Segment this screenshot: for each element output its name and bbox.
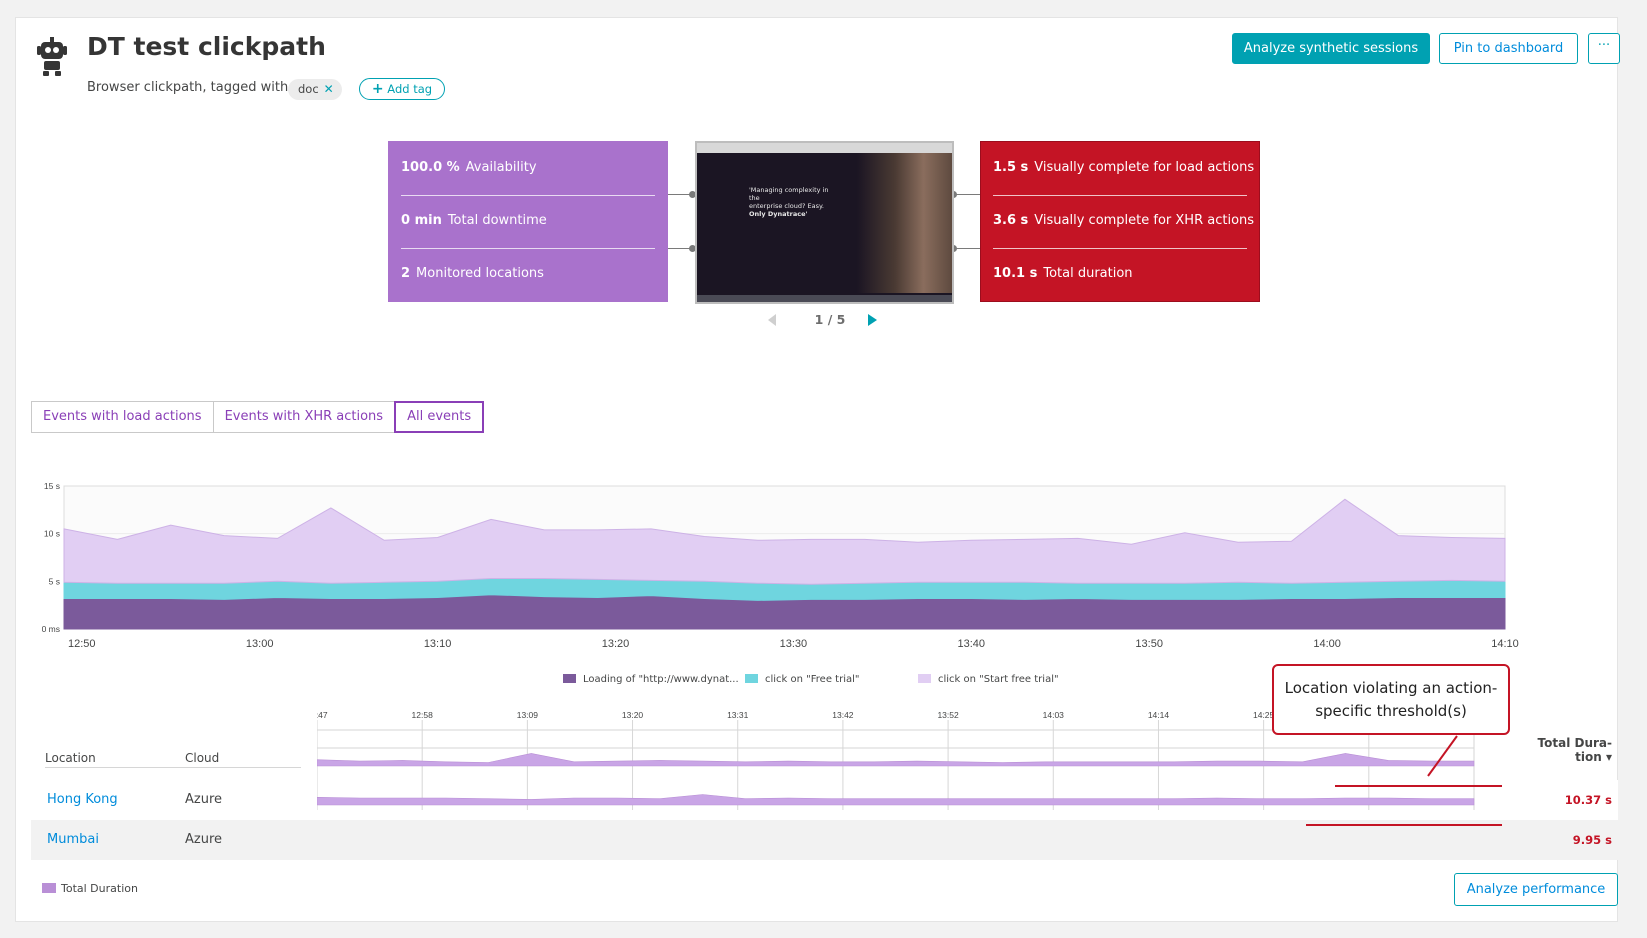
table-row[interactable]: Mumbai Azure 9.95 s	[31, 820, 1618, 860]
cloud-value: Azure	[185, 792, 223, 807]
analyze-performance-button[interactable]: Analyze performance	[1454, 873, 1618, 906]
analyze-synthetic-sessions-button[interactable]: Analyze synthetic sessions	[1232, 33, 1430, 64]
tag-doc[interactable]: doc ✕	[288, 79, 342, 100]
plus-icon: +	[371, 81, 384, 97]
y-tick-label: 0 ms	[42, 624, 60, 634]
screenshot-image	[857, 153, 952, 293]
page-title: DT test clickpath	[87, 32, 326, 61]
area-swatch-icon	[918, 674, 931, 683]
next-arrow-icon[interactable]	[868, 314, 877, 326]
legend-item-start-free-trial[interactable]: click on "Start free trial"	[918, 674, 1059, 685]
pin-to-dashboard-button[interactable]: Pin to dashboard	[1439, 33, 1578, 64]
pager-count: 1 / 5	[814, 312, 846, 327]
location-link[interactable]: Mumbai	[47, 832, 99, 847]
area-swatch-icon	[563, 674, 576, 683]
visually-complete-load-row: 1.5 s Visually complete for load actions	[993, 160, 1255, 175]
total-duration-value: 10.37 s	[1564, 793, 1612, 807]
tag-label: doc	[298, 82, 319, 96]
x-tick-label: 13:00	[246, 638, 274, 650]
x-tick-label: 14:00	[1313, 638, 1341, 650]
tab-all-events[interactable]: All events	[394, 401, 485, 433]
total-duration-legend[interactable]: Total Duration	[42, 882, 138, 895]
timeline-tick-label: 13:09	[517, 710, 539, 720]
location-link[interactable]: Hong Kong	[47, 792, 118, 807]
y-tick-label: 5 s	[49, 576, 60, 586]
area-swatch-icon	[745, 674, 758, 683]
tab-xhr-actions[interactable]: Events with XHR actions	[212, 401, 396, 433]
robot-icon	[37, 37, 67, 76]
remove-tag-icon[interactable]: ✕	[323, 82, 334, 96]
col-cloud[interactable]: Cloud	[185, 751, 220, 765]
timeline-tick-label: 14:14	[1148, 710, 1170, 720]
availability-row: 100.0 % Availability	[401, 160, 537, 175]
more-options-button[interactable]: ···	[1588, 33, 1620, 64]
monitored-locations-row: 2 Monitored locations	[401, 266, 544, 281]
x-tick-label: 13:30	[780, 638, 808, 650]
location-sparkline	[317, 753, 1475, 767]
screenshot-pager: 1 / 5	[760, 312, 900, 330]
y-tick-label: 10 s	[44, 529, 60, 539]
location-sparkline	[317, 794, 1475, 806]
chart-legend: Loading of "http://www.dynat... click on…	[563, 674, 1103, 688]
timeline-tick-label: 14:25	[1253, 710, 1275, 720]
previous-arrow-icon[interactable]	[768, 314, 776, 326]
x-tick-label: 13:50	[1135, 638, 1163, 650]
add-tag-button[interactable]: + Add tag	[359, 78, 445, 100]
add-tag-label: Add tag	[387, 82, 433, 96]
area-swatch-icon	[42, 883, 56, 893]
timeline-tick-label: 14:03	[1043, 710, 1065, 720]
screenshot-text: 'Managing complexity in the enterprise c…	[749, 186, 829, 218]
total-duration-row: 10.1 s Total duration	[993, 266, 1133, 281]
tab-load-actions[interactable]: Events with load actions	[31, 401, 214, 433]
legend-item-loading[interactable]: Loading of "http://www.dynat...	[563, 674, 739, 685]
cloud-value: Azure	[185, 832, 223, 847]
series-area-3	[63, 498, 1506, 585]
page-subtitle: Browser clickpath, tagged with	[87, 80, 289, 95]
performance-tile[interactable]: 1.5 s Visually complete for load actions …	[980, 141, 1260, 302]
x-tick-label: 14:10	[1491, 638, 1519, 650]
timeline-tick-label: 12:47	[317, 710, 328, 720]
legend-item-free-trial[interactable]: click on "Free trial"	[745, 674, 859, 685]
col-location[interactable]: Location	[45, 751, 96, 765]
locations-table: Location Cloud Total Dura-tion ▾ Hong Ko…	[31, 700, 1618, 860]
x-tick-label: 13:40	[958, 638, 986, 650]
event-tabs: Events with load actions Events with XHR…	[31, 401, 485, 433]
x-tick-label: 13:20	[602, 638, 630, 650]
x-tick-label: 13:10	[424, 638, 452, 650]
timeline-tick-label: 13:42	[832, 710, 854, 720]
events-chart: 0 ms 5 s 10 s 15 s 12:50 13:00 13:10 13:20 13:30…	[42, 481, 1519, 650]
downtime-row: 0 min Total downtime	[401, 213, 547, 228]
timeline-tick-label: 12:58	[412, 710, 434, 720]
timeline-tick-label: 13:20	[622, 710, 644, 720]
visually-complete-xhr-row: 3.6 s Visually complete for XHR actions	[993, 213, 1255, 228]
col-total-duration[interactable]: Total Dura-tion ▾	[1537, 736, 1612, 764]
timeline-tick-label: 13:31	[727, 710, 749, 720]
availability-tile[interactable]: 100.0 % Availability 0 min Total downtime …	[388, 141, 668, 302]
timeline-tick-label: 13:52	[937, 710, 959, 720]
y-tick-label: 15 s	[44, 481, 60, 491]
x-tick-label: 12:50	[68, 638, 96, 650]
total-duration-value: 9.95 s	[1572, 833, 1612, 847]
clickpath-screenshot[interactable]: 'Managing complexity in the enterprise c…	[695, 141, 954, 304]
threshold-callout: Location violating an action- specific t…	[1272, 664, 1510, 735]
